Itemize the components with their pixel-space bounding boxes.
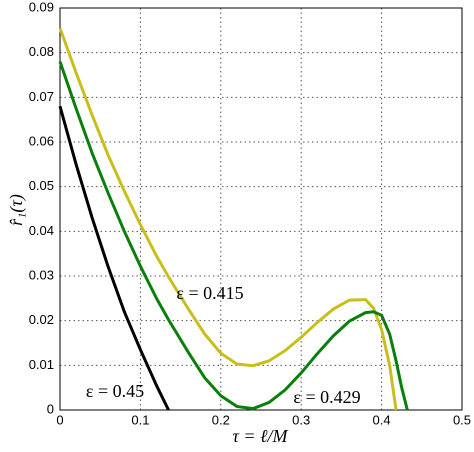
annotation: ε = 0.415 xyxy=(176,283,243,303)
y-tick-label: 0 xyxy=(47,401,54,416)
line-series xyxy=(58,105,170,411)
x-tick-label: 0.4 xyxy=(373,412,391,427)
y-tick-label: 0.05 xyxy=(29,178,54,193)
annotation: ε = 0.45 xyxy=(86,381,144,401)
line-series xyxy=(58,27,398,411)
y-tick-label: 0.02 xyxy=(29,312,54,327)
x-tick-label: 0.2 xyxy=(212,412,230,427)
plot-frame xyxy=(59,7,463,411)
y-axis-label: r̂₁(τ) xyxy=(6,194,27,226)
x-tick-label: 0.5 xyxy=(453,412,471,427)
y-tick-label: 0.03 xyxy=(29,267,54,282)
y-tick-label: 0.04 xyxy=(29,223,54,238)
y-tick-label: 0.07 xyxy=(29,89,54,104)
line-series xyxy=(58,61,409,411)
annotation: ε = 0.429 xyxy=(293,387,360,407)
x-axis-label: τ = ℓ/M xyxy=(232,426,288,446)
x-tick-label: 0.3 xyxy=(292,412,310,427)
x-tick-label: 0.1 xyxy=(131,412,149,427)
y-tick-label: 0.08 xyxy=(29,44,54,59)
x-tick-label: 0 xyxy=(56,412,63,427)
y-tick-label: 0.06 xyxy=(29,133,54,148)
y-tick-label: 0.09 xyxy=(29,0,54,14)
y-tick-label: 0.01 xyxy=(29,357,54,372)
